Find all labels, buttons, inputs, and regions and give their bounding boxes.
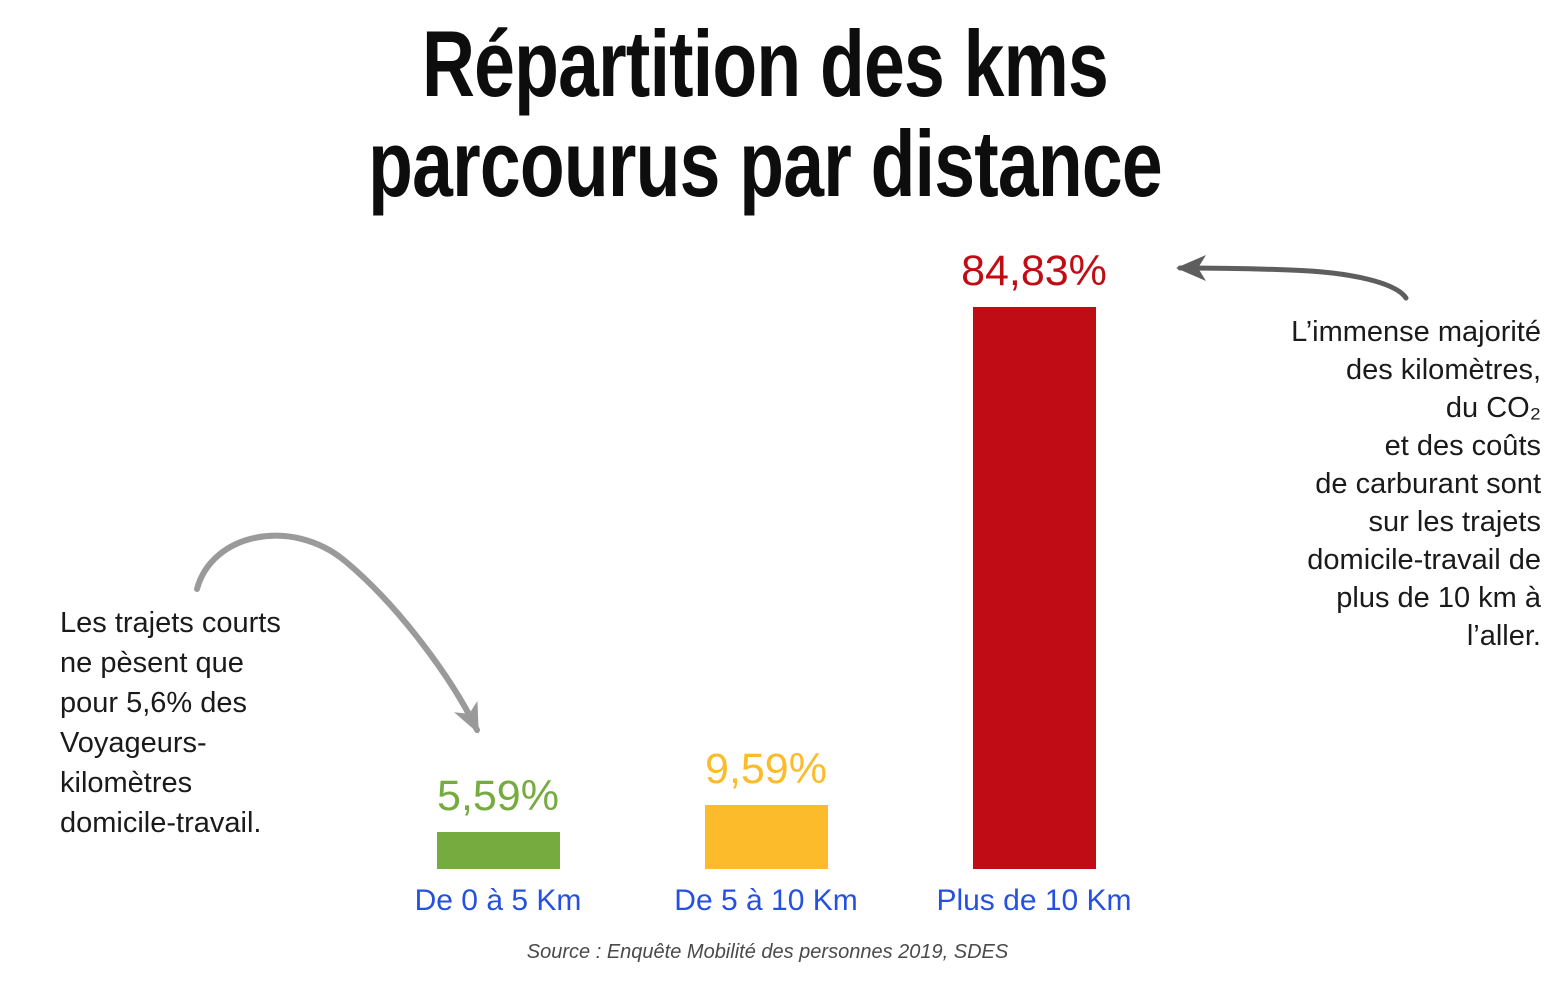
source-caption: Source : Enquête Mobilité des personnes … bbox=[526, 941, 1009, 963]
bar-plus-10km bbox=[972, 307, 1096, 869]
bar-group-5-10km: 9,59% De 5 à 10 Km bbox=[626, 746, 906, 916]
bar-category-label-plus-10km: Plus de 10 Km bbox=[936, 884, 1132, 917]
bar-value-label-0-5km: 5,59% bbox=[437, 772, 559, 820]
bar-group-plus-10km: 84,83% Plus de 10 Km bbox=[894, 248, 1174, 916]
left-note: Les trajets courts ne pèsent que pour 5,… bbox=[60, 607, 281, 839]
right-note: L’immense majorité des kilomètres, du CO… bbox=[1291, 316, 1541, 652]
chart-title-line1: Répartition des kms bbox=[422, 11, 1109, 116]
chart-title: Répartition des kms parcourus par distan… bbox=[0, 14, 1530, 214]
bar-5-10km bbox=[704, 805, 828, 869]
bar-value-label-5-10km: 9,59% bbox=[705, 745, 827, 793]
bar-category-label-0-5km: De 0 à 5 Km bbox=[414, 884, 582, 917]
bar-0-5km bbox=[436, 832, 560, 869]
bar-category-label-5-10km: De 5 à 10 Km bbox=[674, 884, 858, 917]
bar-group-0-5km: 5,59% De 0 à 5 Km bbox=[358, 773, 638, 916]
right-note-arrow bbox=[1176, 255, 1409, 301]
bar-value-label-plus-10km: 84,83% bbox=[961, 247, 1107, 295]
chart-title-line2: parcourus par distance bbox=[368, 111, 1162, 216]
